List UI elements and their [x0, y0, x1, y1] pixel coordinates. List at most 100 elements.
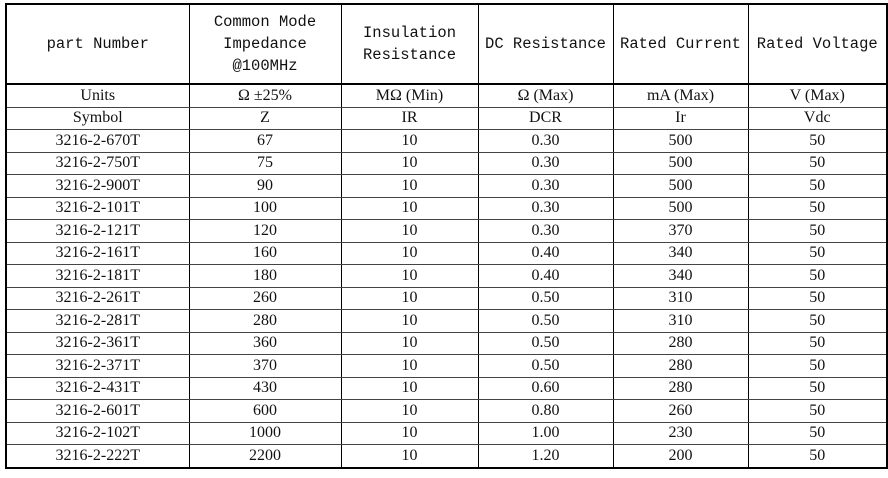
data-row: 3216-2-161T 160 10 0.40 340 50 [5, 241, 888, 265]
data-cell: 10 [340, 399, 479, 423]
data-cell: 90 [188, 174, 342, 198]
data-row: 3216-2-281T 280 10 0.50 310 50 [5, 309, 888, 333]
units-cell: Ω ±25% [188, 83, 342, 108]
header-cell: Rated Current [612, 3, 749, 85]
data-row: 3216-2-361T 360 10 0.50 280 50 [5, 331, 888, 355]
units-row: Units Ω ±25% MΩ (Min) Ω (Max) mA (Max) V (Max… [5, 83, 888, 108]
header-cell: Common Mode Impedance @100MHz [188, 3, 342, 85]
data-cell: 500 [612, 151, 749, 175]
data-cell: 0.80 [477, 399, 614, 423]
symbol-cell: IR [340, 106, 479, 130]
data-cell: 100 [188, 196, 342, 220]
data-cell: 3216-2-281T [5, 309, 190, 333]
data-cell: 10 [340, 174, 479, 198]
data-cell: 160 [188, 241, 342, 265]
units-cell: Ω (Max) [477, 83, 614, 108]
header-cell: DC Resistance [477, 3, 614, 85]
data-cell: 10 [340, 264, 479, 288]
data-row: 3216-2-900T 90 10 0.30 500 50 [5, 174, 888, 198]
data-row: 3216-2-222T 2200 10 1.20 200 50 [5, 444, 888, 468]
symbol-cell: Vdc [747, 106, 888, 130]
data-cell: 3216-2-900T [5, 174, 190, 198]
symbol-cell: Symbol [5, 106, 190, 130]
data-cell: 50 [747, 196, 888, 220]
header-cell: Insulation Resistance [340, 3, 479, 85]
data-cell: 0.40 [477, 241, 614, 265]
data-row: 3216-2-181T 180 10 0.40 340 50 [5, 264, 888, 288]
data-cell: 0.30 [477, 174, 614, 198]
symbol-row: Symbol Z IR DCR Ir Vdc [5, 106, 888, 130]
data-cell: 3216-2-371T [5, 354, 190, 378]
data-cell: 50 [747, 174, 888, 198]
symbol-cell: Z [188, 106, 342, 130]
data-cell: 10 [340, 129, 479, 153]
data-cell: 50 [747, 286, 888, 310]
data-cell: 10 [340, 219, 479, 243]
units-cell: mA (Max) [612, 83, 749, 108]
data-cell: 280 [188, 309, 342, 333]
data-cell: 10 [340, 421, 479, 445]
data-cell: 50 [747, 151, 888, 175]
data-cell: 50 [747, 309, 888, 333]
data-cell: 75 [188, 151, 342, 175]
data-cell: 50 [747, 421, 888, 445]
data-cell: 10 [340, 354, 479, 378]
data-cell: 3216-2-431T [5, 376, 190, 400]
data-cell: 0.50 [477, 331, 614, 355]
data-row: 3216-2-101T 100 10 0.30 500 50 [5, 196, 888, 220]
data-cell: 50 [747, 219, 888, 243]
data-cell: 600 [188, 399, 342, 423]
data-cell: 50 [747, 129, 888, 153]
data-cell: 340 [612, 264, 749, 288]
data-cell: 1000 [188, 421, 342, 445]
data-cell: 10 [340, 196, 479, 220]
data-cell: 0.40 [477, 264, 614, 288]
symbol-cell: Ir [612, 106, 749, 130]
data-cell: 3216-2-161T [5, 241, 190, 265]
data-cell: 10 [340, 444, 479, 468]
data-cell: 310 [612, 286, 749, 310]
data-cell: 10 [340, 151, 479, 175]
data-cell: 50 [747, 354, 888, 378]
data-cell: 3216-2-750T [5, 151, 190, 175]
data-cell: 2200 [188, 444, 342, 468]
data-cell: 230 [612, 421, 749, 445]
header-row: part Number Common Mode Impedance @100MHz… [5, 3, 888, 85]
data-cell: 3216-2-121T [5, 219, 190, 243]
units-cell: V (Max) [747, 83, 888, 108]
data-cell: 0.30 [477, 196, 614, 220]
data-cell: 280 [612, 376, 749, 400]
data-cell: 3216-2-670T [5, 129, 190, 153]
data-cell: 3216-2-222T [5, 444, 190, 468]
data-cell: 3216-2-601T [5, 399, 190, 423]
data-row: 3216-2-750T 75 10 0.30 500 50 [5, 151, 888, 175]
data-cell: 280 [612, 331, 749, 355]
data-cell: 1.20 [477, 444, 614, 468]
symbol-cell: DCR [477, 106, 614, 130]
data-cell: 3216-2-102T [5, 421, 190, 445]
data-cell: 180 [188, 264, 342, 288]
data-cell: 260 [188, 286, 342, 310]
data-cell: 310 [612, 309, 749, 333]
data-cell: 10 [340, 286, 479, 310]
data-cell: 50 [747, 399, 888, 423]
data-cell: 430 [188, 376, 342, 400]
data-cell: 10 [340, 331, 479, 355]
header-cell: Rated Voltage [747, 3, 888, 85]
data-cell: 10 [340, 241, 479, 265]
data-cell: 3216-2-101T [5, 196, 190, 220]
data-cell: 10 [340, 309, 479, 333]
data-row: 3216-2-121T 120 10 0.30 370 50 [5, 219, 888, 243]
data-cell: 67 [188, 129, 342, 153]
data-cell: 10 [340, 376, 479, 400]
spec-table: part Number Common Mode Impedance @100MHz… [5, 3, 888, 469]
data-cell: 50 [747, 376, 888, 400]
header-cell: part Number [5, 3, 190, 85]
data-cell: 0.30 [477, 151, 614, 175]
data-cell: 50 [747, 444, 888, 468]
data-cell: 200 [612, 444, 749, 468]
data-cell: 340 [612, 241, 749, 265]
data-row: 3216-2-371T 370 10 0.50 280 50 [5, 354, 888, 378]
units-cell: MΩ (Min) [340, 83, 479, 108]
